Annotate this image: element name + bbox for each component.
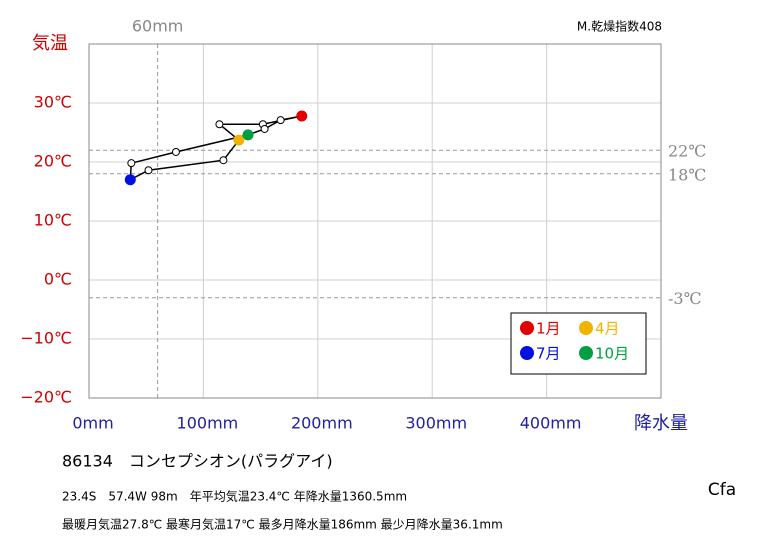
legend-marker (579, 346, 593, 360)
x-tick-label: 200mm (291, 414, 353, 433)
y-axis-title: 気温 (32, 33, 68, 54)
month-point (276, 116, 285, 125)
y-tick-label: −10℃ (20, 329, 72, 348)
reference-label: -3℃ (668, 289, 701, 308)
legend-marker (520, 321, 534, 335)
info-line: 23.4S 57.4W 98m 年平均気温23.4℃ 年降水量1360.5mm (62, 489, 407, 504)
month-point (260, 124, 269, 133)
y-tick-label: 30℃ (34, 93, 72, 112)
y-tick-label: 0℃ (44, 270, 72, 289)
month-point (219, 156, 228, 165)
plot-frame (88, 43, 662, 399)
month-point (296, 110, 308, 122)
info-line: 最暖月気温27.8℃ 最寒月気温17℃ 最多月降水量186mm 最少月降水量36… (62, 517, 503, 532)
y-tick-label: 10℃ (34, 211, 72, 230)
legend-label: 7月 (536, 345, 561, 363)
reference-label: 22℃ (668, 142, 706, 161)
x-tick-label: 300mm (405, 414, 467, 433)
legend-box (510, 312, 647, 375)
legend-marker (579, 321, 593, 335)
y-tick-label: 20℃ (34, 152, 72, 171)
legend-label: 10月 (595, 345, 629, 363)
climate-class: Cfa (708, 480, 736, 500)
month-point (171, 147, 180, 156)
reference-label: 60mm (132, 17, 184, 36)
dryness-index: M.乾燥指数408 (577, 19, 662, 34)
x-tick-label: 400mm (520, 414, 582, 433)
month-point (144, 166, 153, 175)
station-name: 86134 コンセプシオン(パラグアイ) (62, 452, 333, 471)
x-tick-label: 100mm (177, 414, 239, 433)
x-tick-label: 0mm (72, 414, 113, 433)
reference-label: 18℃ (668, 165, 706, 184)
month-point (127, 159, 136, 168)
legend-label: 1月 (536, 320, 561, 338)
month-point (242, 129, 254, 141)
x-axis-title: 降水量 (634, 413, 688, 434)
month-point (215, 120, 224, 129)
y-tick-label: −20℃ (20, 388, 72, 407)
month-point (233, 134, 245, 146)
legend-label: 4月 (595, 320, 620, 338)
month-point (124, 174, 136, 186)
legend-marker (520, 346, 534, 360)
